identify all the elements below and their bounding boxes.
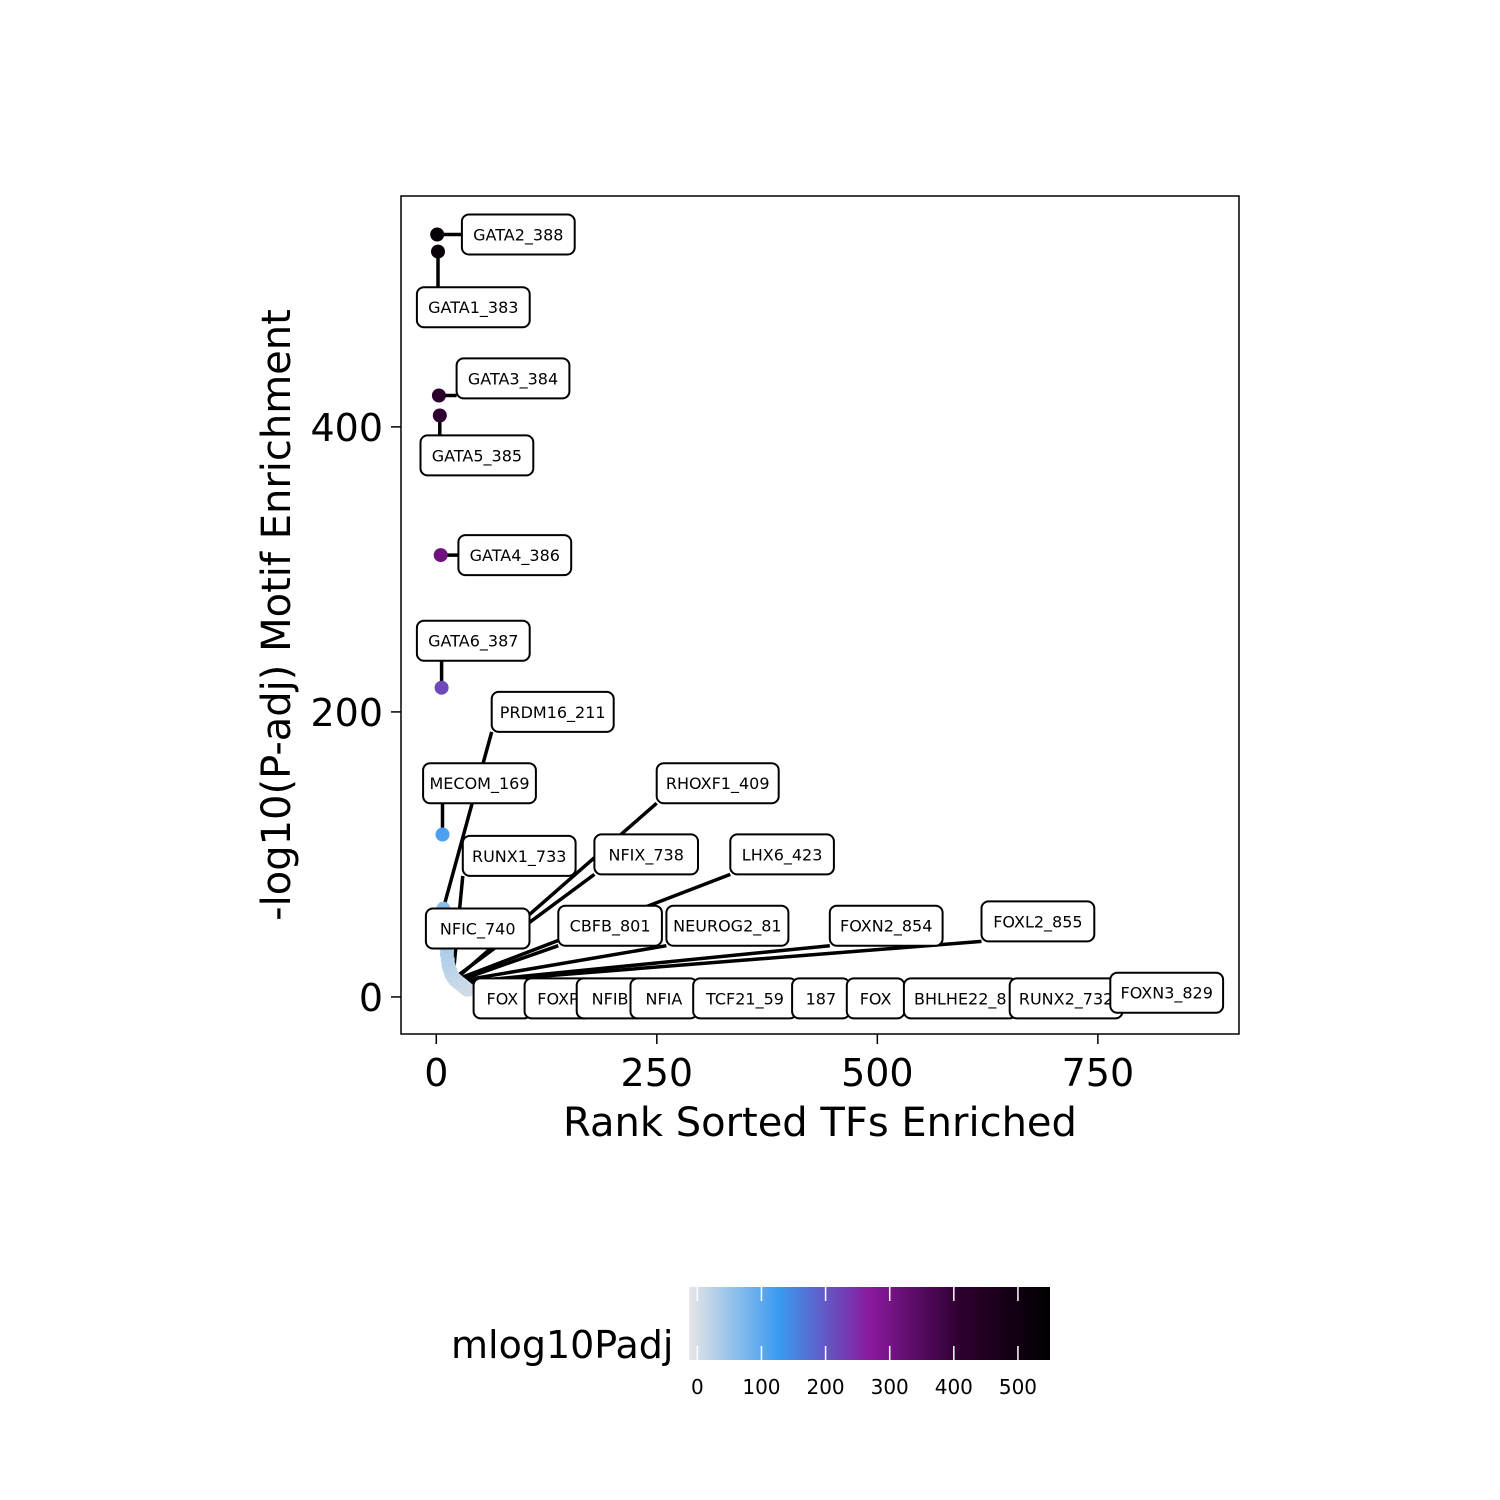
label-connector xyxy=(457,943,667,984)
data-point xyxy=(431,388,446,403)
data-point xyxy=(432,408,447,423)
point-label: GATA6_387 xyxy=(428,632,518,652)
point-label: PRDM16_211 xyxy=(500,703,606,723)
label-connector xyxy=(456,944,559,983)
point-label: RUNX2_732 xyxy=(1019,989,1113,1009)
x-axis-title: Rank Sorted TFs Enriched xyxy=(563,1100,1077,1146)
data-point xyxy=(430,227,445,242)
point-label: CBFB_801 xyxy=(570,917,651,937)
point-label: FOXN3_829 xyxy=(1120,984,1212,1004)
point-label-box xyxy=(461,834,577,877)
point-label-box xyxy=(490,690,615,733)
plot-area: GATA2_388 GATA1_383 GATA3_384 GATA5_385 GATA… xyxy=(415,213,1225,1020)
point-label-box xyxy=(665,904,790,947)
point-label: FOX xyxy=(487,989,519,1008)
x-tick-label: 0 xyxy=(424,1051,448,1095)
point-label: FOX xyxy=(860,989,892,1008)
legend-tick-label: 300 xyxy=(871,1375,909,1399)
point-label-box xyxy=(422,762,537,805)
point-label: LHX6_423 xyxy=(742,845,823,865)
axes: 0 250 500 750 0 200 400 xyxy=(310,406,1134,1095)
legend-colorbar xyxy=(689,1287,1050,1360)
point-label: MECOM_169 xyxy=(429,774,529,794)
point-label: FOXP xyxy=(537,989,579,1008)
point-label-box xyxy=(557,904,663,947)
point-label-box xyxy=(729,833,835,876)
plot-border xyxy=(400,195,1240,1035)
y-tick-label: 200 xyxy=(310,691,383,735)
label-connector xyxy=(459,939,982,985)
point-label: GATA2_388 xyxy=(473,226,563,246)
point-label-box xyxy=(980,900,1096,943)
point-label-box xyxy=(419,434,535,477)
point-labels: GATA2_388 GATA1_383 GATA3_384 GATA5_385 GATA… xyxy=(415,213,1225,1020)
data-point xyxy=(435,827,450,842)
point-label: GATA1_383 xyxy=(428,298,518,318)
legend-tick-label: 500 xyxy=(999,1375,1037,1399)
point-label-box xyxy=(593,833,700,876)
point-label-box xyxy=(424,907,531,950)
point-label: NEUROG2_81 xyxy=(673,917,781,937)
legend-tick-label: 200 xyxy=(806,1375,844,1399)
color-legend: mlog10Padj 0 100 200 300 400 500 xyxy=(451,1287,1050,1399)
point-label: GATA4_386 xyxy=(470,546,560,566)
point-label: GATA3_384 xyxy=(468,369,558,389)
data-points xyxy=(430,227,475,997)
point-label: BHLHE22_8 xyxy=(914,989,1007,1009)
data-point xyxy=(433,548,448,563)
point-label: FOXN2_854 xyxy=(840,917,932,937)
x-tick-label: 500 xyxy=(841,1051,914,1095)
x-tick-label: 250 xyxy=(621,1051,694,1095)
point-label: TCF21_59 xyxy=(705,989,784,1009)
y-tick-label: 0 xyxy=(359,976,383,1020)
data-point xyxy=(434,680,449,695)
legend-tick-label: 0 xyxy=(691,1375,704,1399)
y-axis-title: -log10(P-adj) Motif Enrichment xyxy=(254,309,300,921)
point-label: FOXL2_855 xyxy=(993,912,1082,932)
legend-tick-label: 100 xyxy=(742,1375,780,1399)
legend-tick-label: 400 xyxy=(935,1375,973,1399)
point-label: NFIC_740 xyxy=(440,920,516,940)
x-tick-label: 750 xyxy=(1062,1051,1135,1095)
label-connector xyxy=(441,731,494,910)
point-label-box xyxy=(460,213,576,256)
point-label: NFIX_738 xyxy=(609,845,684,865)
point-label-box xyxy=(457,534,573,577)
point-label-box xyxy=(455,357,571,400)
y-tick-label: 400 xyxy=(310,406,383,450)
point-label: RUNX1_733 xyxy=(472,847,566,867)
point-label-box xyxy=(415,286,531,329)
label-connector xyxy=(453,801,658,982)
point-label: RHOXF1_409 xyxy=(666,774,770,794)
point-label-box xyxy=(415,619,531,662)
point-label: GATA5_385 xyxy=(432,446,522,466)
point-label-box xyxy=(655,762,780,805)
point-label-box xyxy=(1109,971,1225,1014)
point-label: NFIB xyxy=(592,989,629,1008)
point-label-box xyxy=(828,904,944,947)
data-point xyxy=(431,244,445,259)
legend-title: mlog10Padj xyxy=(451,1323,673,1367)
point-label: 187 xyxy=(806,989,837,1008)
point-label: NFIA xyxy=(645,989,682,1008)
